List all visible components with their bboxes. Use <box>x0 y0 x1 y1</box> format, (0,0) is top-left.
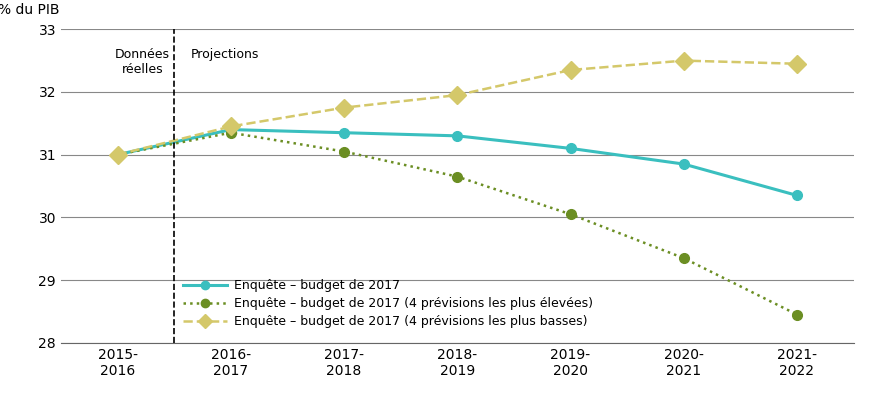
Text: Projections: Projections <box>191 48 260 61</box>
Legend: Enquête – budget de 2017, Enquête – budget de 2017 (4 prévisions les plus élevée: Enquête – budget de 2017, Enquête – budg… <box>179 274 598 334</box>
Text: Données
réelles: Données réelles <box>115 48 170 76</box>
Text: % du PIB: % du PIB <box>0 3 59 17</box>
